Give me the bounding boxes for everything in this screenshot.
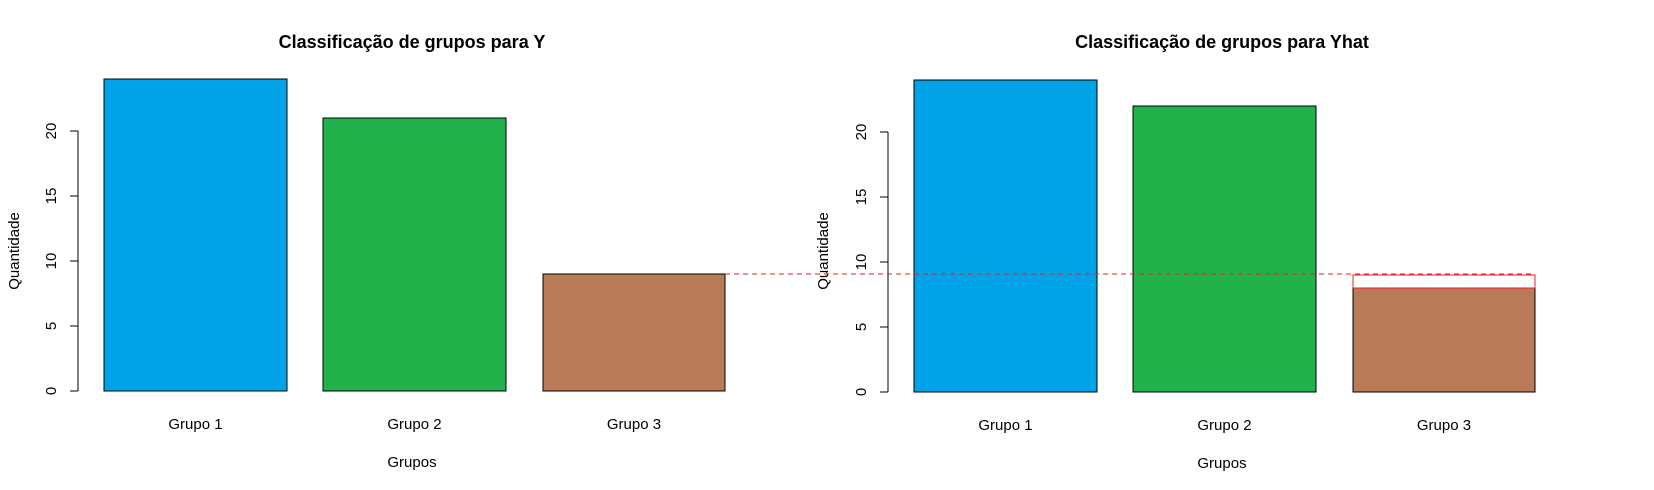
chart-y: Classificação de grupos para Y Grupos Qu… <box>6 32 726 471</box>
bar-1 <box>913 79 1098 393</box>
x-tick-label: Grupo 1 <box>168 416 222 433</box>
x-tick-label: Grupo 1 <box>978 417 1032 434</box>
y-tick-label: 10 <box>43 253 60 270</box>
y-axis-label: Quantidade <box>815 212 832 290</box>
y-tick-label: 15 <box>853 189 870 206</box>
y-tick-label: 10 <box>853 254 870 271</box>
chart-yhat: Classificação de grupos para Yhat Grupos… <box>815 32 1536 472</box>
reference-overlay <box>725 273 1536 289</box>
bars-group <box>103 78 726 392</box>
bars-group <box>913 79 1536 393</box>
x-tick-labels: Grupo 1 Grupo 2 Grupo 3 <box>978 417 1471 434</box>
y-tick-label: 5 <box>853 323 870 331</box>
reference-box <box>1352 274 1536 289</box>
y-tick-label: 0 <box>43 387 60 395</box>
y-axis: 0 5 10 15 20 <box>43 123 79 395</box>
x-tick-labels: Grupo 1 Grupo 2 Grupo 3 <box>168 416 661 433</box>
y-tick-label: 20 <box>43 123 60 140</box>
y-tick-label: 5 <box>43 322 60 330</box>
y-tick-label: 15 <box>43 188 60 205</box>
y-axis-label: Quantidade <box>6 212 23 290</box>
x-tick-label: Grupo 2 <box>1197 417 1251 434</box>
bar-3 <box>542 273 726 392</box>
y-axis: 0 5 10 15 20 <box>853 124 889 396</box>
x-tick-label: Grupo 3 <box>607 416 661 433</box>
x-axis-label: Grupos <box>387 454 436 471</box>
bar-1 <box>103 78 288 392</box>
bar-3 <box>1352 287 1536 393</box>
bar-2 <box>322 117 507 392</box>
chart-title: Classificação de grupos para Y <box>279 32 546 52</box>
y-tick-label: 20 <box>853 124 870 141</box>
y-tick-label: 0 <box>853 388 870 396</box>
x-tick-label: Grupo 3 <box>1417 417 1471 434</box>
bar-2 <box>1132 105 1317 393</box>
chart-title: Classificação de grupos para Yhat <box>1075 32 1369 52</box>
x-axis-label: Grupos <box>1197 455 1246 472</box>
x-tick-label: Grupo 2 <box>387 416 441 433</box>
